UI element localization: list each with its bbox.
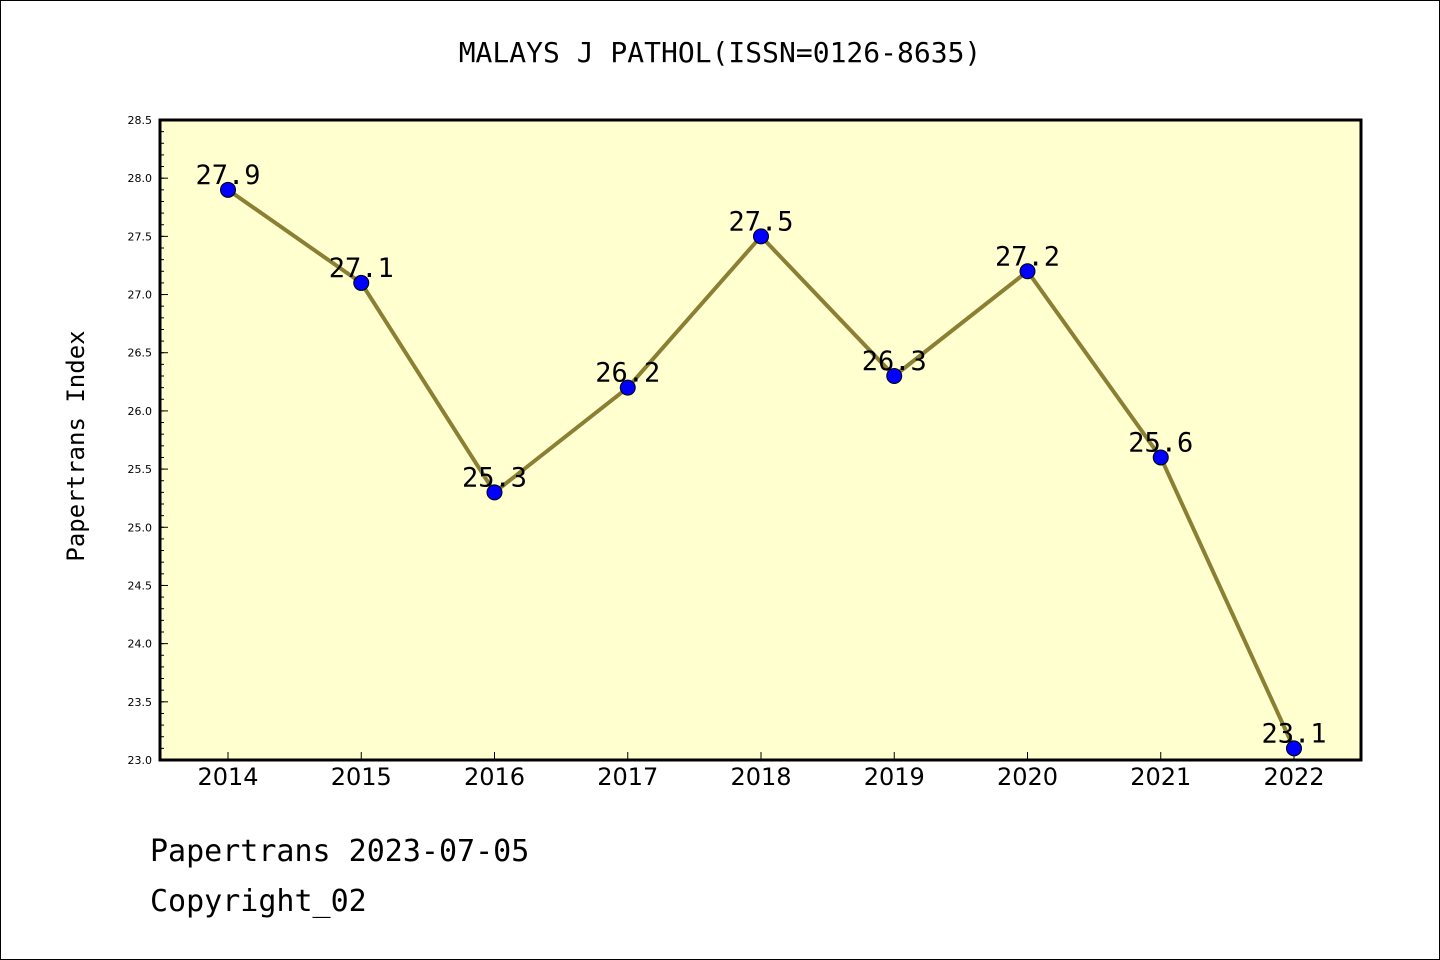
- data-point: [486, 484, 503, 501]
- plot-area: [160, 120, 1361, 760]
- data-point: [1152, 449, 1169, 466]
- data-label: 27.9: [195, 160, 260, 191]
- data-label: 25.3: [462, 462, 527, 493]
- y-tick-label: 26.5: [128, 347, 153, 360]
- y-tick-label: 26.0: [128, 405, 153, 418]
- x-tick-label: 2016: [464, 763, 525, 791]
- x-tick-label: 2020: [997, 763, 1058, 791]
- y-tick-label: 27.0: [128, 289, 153, 302]
- y-tick-label: 23.0: [128, 754, 153, 767]
- x-tick-label: 2014: [197, 763, 258, 791]
- y-tick-label: 25.0: [128, 521, 153, 534]
- data-point: [886, 368, 903, 384]
- chart-title: MALAYS J PATHOL(ISSN=0126-8635): [458, 36, 982, 69]
- x-axis: 2014 2015 2016 2017 2018 2019 2020 2021 2022: [197, 752, 1325, 791]
- data-label: 23.1: [1261, 718, 1326, 749]
- data-labels: 27.9 27.1 25.3 26.2 27.5 26.3 27.2 25.6 23.1: [195, 160, 1326, 750]
- data-label: 27.1: [329, 253, 394, 284]
- data-label: 26.3: [862, 346, 927, 377]
- x-tick-label: 2018: [730, 763, 791, 791]
- x-tick-label: 2022: [1263, 763, 1324, 791]
- y-tick-label: 27.5: [128, 230, 153, 243]
- data-points: [220, 181, 1302, 757]
- plot-border: [158, 118, 1363, 762]
- data-label: 27.2: [995, 241, 1060, 272]
- y-tick-label: 28.0: [128, 172, 153, 185]
- data-point: [353, 274, 370, 291]
- y-tick-label: 24.5: [128, 579, 153, 592]
- y-axis: 23.0 23.5 24.0 24.5 25.0 25.5 26.0 26.5 27.0 27.5…: [128, 114, 168, 767]
- footer-date: Papertrans 2023-07-05: [150, 834, 530, 869]
- x-tick-label: 2021: [1130, 763, 1191, 791]
- x-tick-label: 2019: [864, 763, 925, 791]
- data-label: 25.6: [1128, 427, 1193, 458]
- x-tick-label: 2015: [331, 763, 392, 791]
- data-label: 26.2: [595, 358, 660, 389]
- data-point: [1019, 263, 1036, 280]
- footer-copyright: Copyright_02: [150, 884, 367, 919]
- x-tick-label: 2017: [597, 763, 658, 791]
- y-tick-label: 24.0: [128, 638, 153, 651]
- data-label: 27.5: [728, 206, 793, 237]
- data-point: [220, 181, 236, 198]
- y-tick-label: 23.5: [128, 696, 153, 709]
- data-point: [753, 228, 769, 245]
- data-point: [1286, 740, 1302, 757]
- data-point: [619, 379, 636, 396]
- y-tick-label: 25.5: [128, 463, 153, 476]
- y-tick-label: 28.5: [128, 114, 153, 127]
